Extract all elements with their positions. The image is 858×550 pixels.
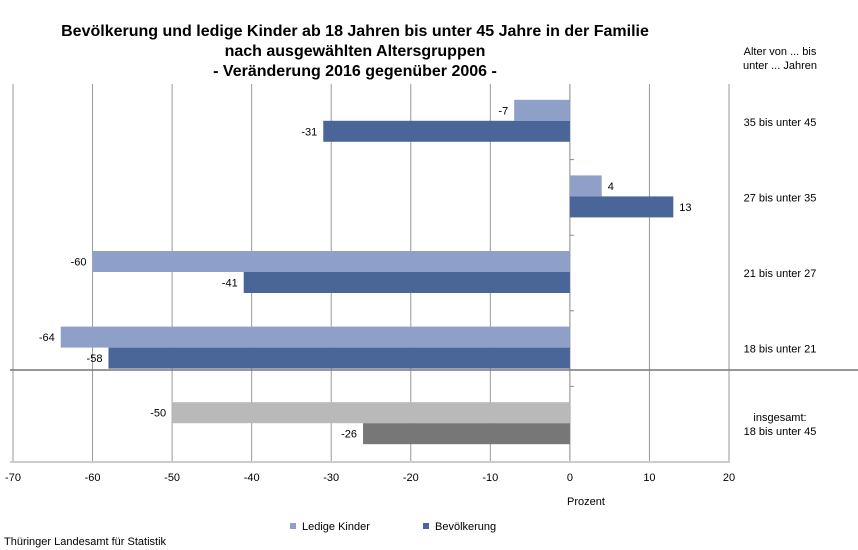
data-label: 4 — [608, 181, 614, 193]
category-label: 18 bis unter 21 — [744, 344, 817, 356]
bar-ledige-kinder — [569, 175, 602, 197]
x-tick-label: 10 — [643, 472, 655, 484]
x-tick-label: -30 — [323, 472, 339, 484]
category-label: insgesamt: — [753, 412, 806, 424]
category-header: unter ... Jahren — [743, 60, 817, 72]
category-label: 27 bis unter 35 — [744, 192, 817, 204]
x-tick-label: -40 — [244, 472, 260, 484]
legend-swatch — [423, 523, 429, 529]
bar-ledige-kinder — [92, 251, 570, 272]
data-label: -64 — [39, 332, 55, 344]
legend-swatch — [290, 523, 296, 529]
data-label: -50 — [150, 408, 166, 420]
category-label: 18 bis unter 45 — [744, 426, 817, 438]
x-tick-label: 0 — [567, 472, 573, 484]
legend-label: Bevölkerung — [435, 521, 496, 533]
bar-bevölkerung — [569, 196, 674, 218]
data-label: -58 — [87, 353, 103, 365]
source-note: Thüringer Landesamt für Statistik — [4, 536, 167, 548]
x-tick-label: -10 — [482, 472, 498, 484]
bar-bevölkerung — [363, 423, 570, 445]
chart-title-line: - Veränderung 2016 gegenüber 2006 - — [213, 63, 497, 80]
chart-title-line: Bevölkerung und ledige Kinder ab 18 Jahr… — [61, 23, 649, 40]
data-label: 13 — [679, 202, 691, 214]
data-label: -26 — [341, 429, 357, 441]
data-label: -31 — [301, 126, 317, 138]
bar-ledige-kinder — [60, 326, 570, 348]
data-label: -60 — [71, 257, 87, 269]
x-tick-label: -60 — [85, 472, 101, 484]
legend-label: Ledige Kinder — [302, 521, 370, 533]
bar-bevölkerung — [108, 347, 570, 369]
bar-ledige-kinder — [172, 402, 570, 424]
category-label: 35 bis unter 45 — [744, 117, 817, 129]
data-label: -7 — [498, 105, 508, 117]
category-header: Alter von ... bis — [744, 46, 817, 58]
bar-ledige-kinder — [514, 99, 570, 121]
category-label: 21 bis unter 27 — [744, 268, 817, 280]
x-axis-title: Prozent — [567, 496, 605, 508]
x-tick-label: -70 — [5, 472, 21, 484]
x-tick-label: -20 — [403, 472, 419, 484]
x-tick-label: 20 — [723, 472, 735, 484]
chart-title-line: nach ausgewählten Altersgruppen — [225, 43, 486, 60]
x-tick-label: -50 — [164, 472, 180, 484]
bar-bevölkerung — [323, 120, 570, 142]
bar-bevölkerung — [243, 272, 570, 293]
data-label: -41 — [222, 278, 238, 290]
